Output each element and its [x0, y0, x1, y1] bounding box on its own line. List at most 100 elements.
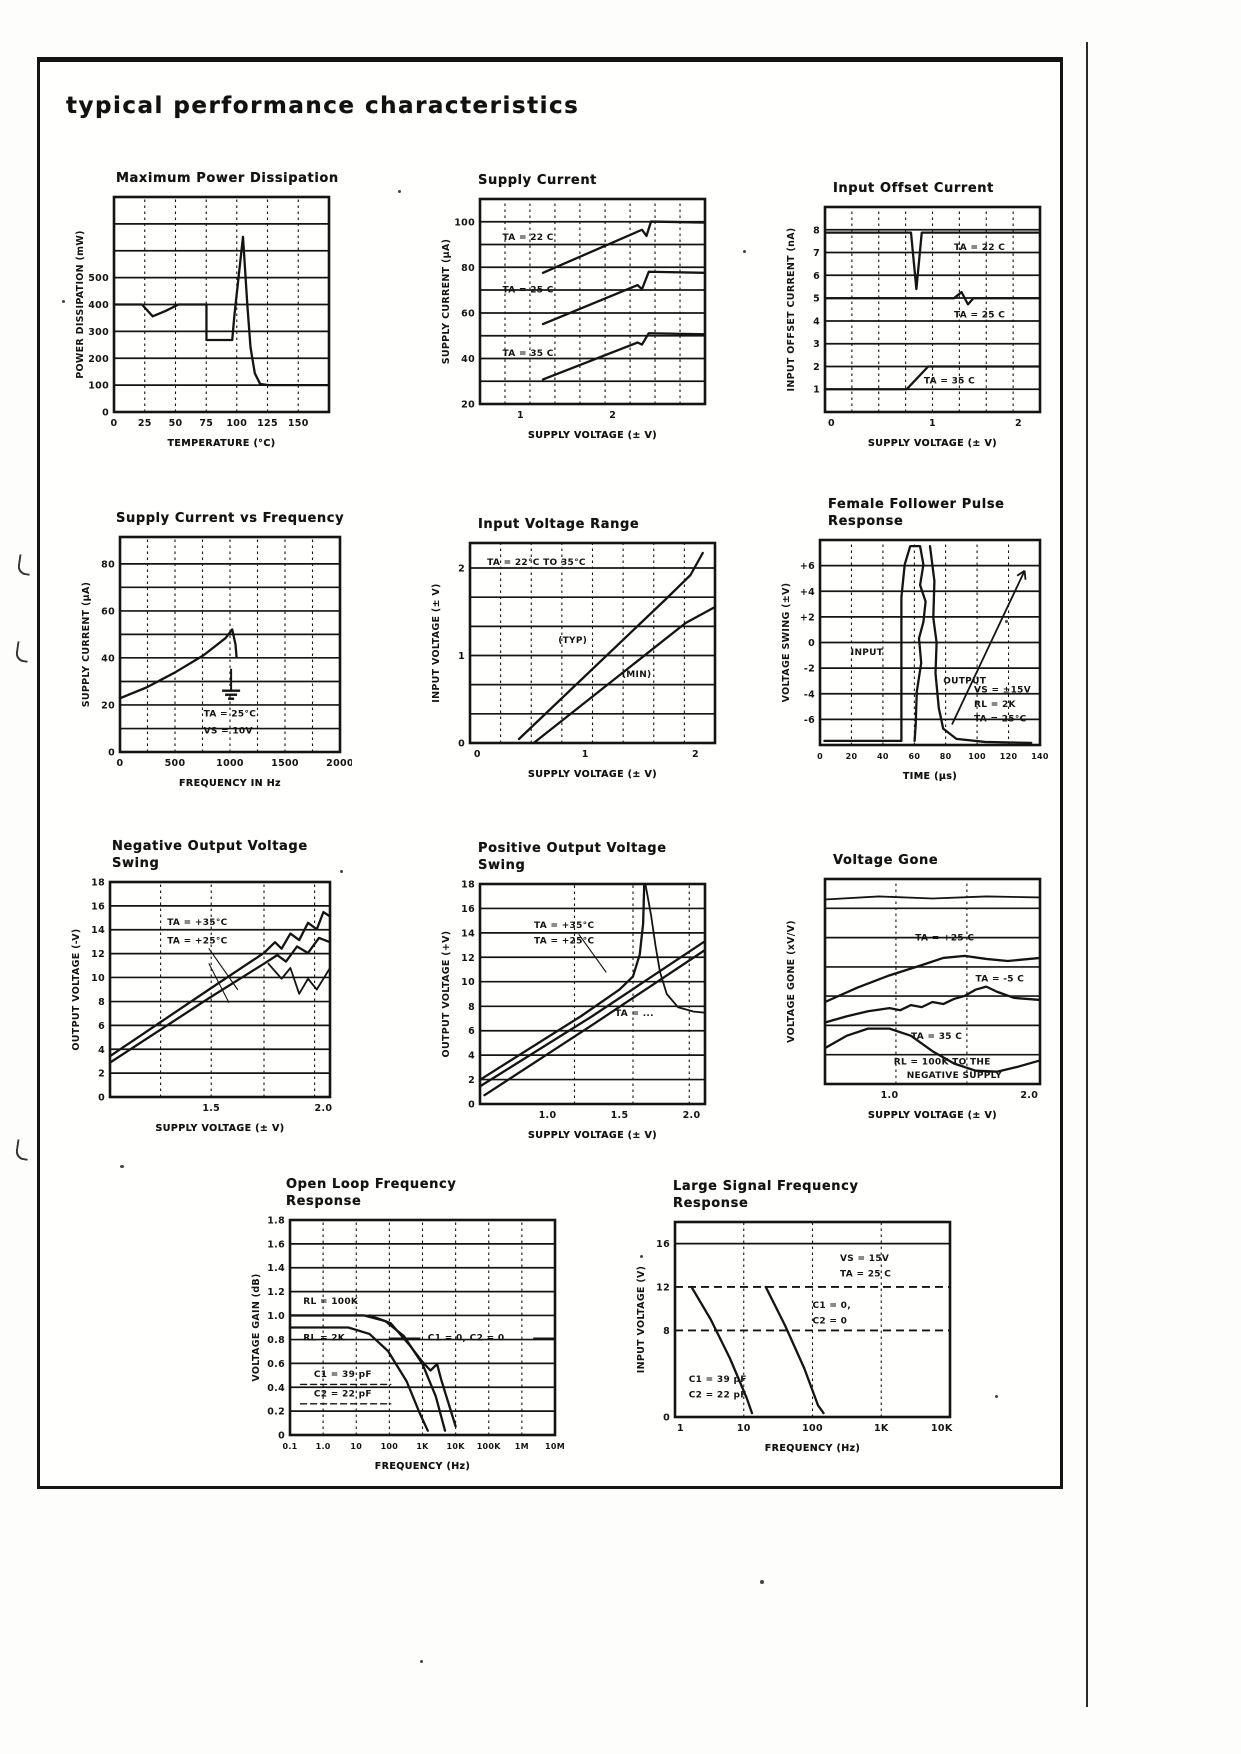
svg-text:TA = 25 C: TA = 25 C [954, 311, 1005, 321]
scan-artifact [340, 870, 343, 873]
svg-text:C1 = 39 pF: C1 = 39 pF [689, 1375, 747, 1385]
svg-text:RL = 2K: RL = 2K [303, 1333, 346, 1343]
svg-text:1500: 1500 [271, 758, 299, 769]
svg-text:2: 2 [609, 410, 616, 421]
svg-text:4: 4 [468, 1051, 475, 1062]
page-edge-artifact [1086, 42, 1088, 1707]
svg-text:RL = 100K TO THE: RL = 100K TO THE [894, 1058, 991, 1068]
svg-text:C1 = 39 pF: C1 = 39 pF [314, 1370, 372, 1380]
svg-text:0: 0 [474, 749, 481, 760]
svg-text:-6: -6 [804, 715, 815, 726]
svg-text:100: 100 [454, 217, 475, 228]
svg-text:0.8: 0.8 [267, 1335, 285, 1346]
svg-text:2000: 2000 [326, 758, 352, 769]
scan-artifact [14, 1139, 31, 1161]
chart-title: Large Signal Frequency Response [673, 1179, 859, 1211]
svg-text:0: 0 [817, 752, 823, 761]
svg-text:0: 0 [117, 758, 124, 769]
svg-text:140: 140 [1031, 752, 1049, 761]
svg-text:10M: 10M [545, 1442, 565, 1451]
x-axis-label: SUPPLY VOLTAGE (± V) [868, 1110, 997, 1121]
svg-text:40: 40 [101, 653, 115, 664]
svg-text:0: 0 [102, 408, 109, 419]
svg-text:120: 120 [1000, 752, 1018, 761]
open-loop-frequency-response-plot: 1.8 1.6 1.4 1.2 1.0 0.8 0.6 0.4 0.2 0 0.1 1.0 10 100 1… [248, 1210, 567, 1461]
svg-text:1.0: 1.0 [267, 1311, 285, 1322]
svg-text:1: 1 [677, 1423, 684, 1434]
svg-text:1M: 1M [515, 1442, 529, 1451]
svg-text:80: 80 [461, 263, 475, 274]
svg-text:40: 40 [461, 354, 475, 365]
chart-voltage-gain: Voltage Gone 1.0 2.0 VOLTAGE GONE (xV/V) TA… [783, 852, 1052, 1121]
svg-text:60: 60 [101, 606, 115, 617]
chart-title: Negative Output Voltage Swing [112, 839, 308, 871]
svg-text:8: 8 [98, 997, 105, 1008]
svg-text:-4: -4 [804, 689, 815, 700]
svg-text:125: 125 [257, 418, 278, 429]
svg-text:1.5: 1.5 [202, 1103, 220, 1114]
svg-text:10K: 10K [447, 1442, 466, 1451]
svg-text:TA = 22°C TO 35°C: TA = 22°C TO 35°C [487, 558, 586, 568]
scan-artifact [640, 1255, 643, 1258]
svg-text:0: 0 [108, 748, 115, 759]
svg-text:OUTPUT VOLTAGE (+V): OUTPUT VOLTAGE (+V) [441, 931, 452, 1058]
svg-text:VS = 15V: VS = 15V [840, 1254, 889, 1264]
svg-text:VS = ±15V: VS = ±15V [974, 686, 1031, 696]
svg-text:SUPPLY CURRENT (µA): SUPPLY CURRENT (µA) [441, 239, 452, 365]
svg-text:TA = 35 C: TA = 35 C [924, 376, 975, 386]
svg-text:NEGATIVE SUPPLY: NEGATIVE SUPPLY [907, 1071, 1003, 1081]
svg-text:C2 = 22 pF: C2 = 22 pF [689, 1391, 747, 1401]
svg-text:0: 0 [278, 1431, 285, 1442]
svg-text:(MIN): (MIN) [622, 670, 652, 680]
svg-text:0: 0 [111, 418, 118, 429]
x-axis-label: TEMPERATURE (°C) [167, 438, 276, 449]
svg-text:16: 16 [656, 1239, 670, 1250]
svg-text:1.2: 1.2 [267, 1287, 285, 1298]
x-axis-label: FREQUENCY (Hz) [374, 1461, 471, 1472]
svg-text:1: 1 [582, 749, 589, 760]
svg-text:100: 100 [968, 752, 986, 761]
svg-text:400: 400 [88, 300, 109, 311]
svg-text:10: 10 [461, 977, 475, 988]
svg-text:150: 150 [288, 418, 309, 429]
scan-artifact [120, 1165, 124, 1168]
scan-artifact [743, 250, 746, 253]
svg-text:2: 2 [1015, 418, 1022, 429]
svg-text:5: 5 [813, 294, 820, 305]
svg-text:SUPPLY CURRENT (µA): SUPPLY CURRENT (µA) [81, 582, 92, 708]
chart-maximum-power-dissipation: Maximum Power Dissipation 0 100 200 300 400 5… [72, 170, 341, 449]
svg-text:10: 10 [737, 1423, 751, 1434]
maximum-power-dissipation-plot: 0 100 200 300 400 500 0 25 50 75 100 125 150 POWER DI… [72, 187, 341, 438]
svg-text:-2: -2 [804, 664, 815, 675]
page-title: typical performance characteristics [66, 93, 580, 120]
svg-text:1: 1 [517, 410, 524, 421]
chart-title: Voltage Gone [833, 853, 939, 868]
svg-text:7: 7 [813, 248, 820, 259]
svg-text:OUTPUT VOLTAGE (-V): OUTPUT VOLTAGE (-V) [71, 928, 82, 1050]
svg-text:+2: +2 [800, 612, 815, 623]
x-axis-label: SUPPLY VOLTAGE (± V) [528, 430, 657, 441]
svg-text:1.4: 1.4 [267, 1263, 285, 1274]
svg-text:0.6: 0.6 [267, 1359, 285, 1370]
scan-artifact [14, 641, 31, 663]
svg-text:TA = 25 C: TA = 25 C [503, 285, 554, 295]
x-axis-label: SUPPLY VOLTAGE (± V) [528, 1130, 657, 1141]
svg-text:2: 2 [468, 1075, 475, 1086]
svg-text:1: 1 [813, 385, 820, 396]
svg-text:TA = 22 C: TA = 22 C [503, 233, 554, 243]
svg-text:2: 2 [813, 362, 820, 373]
svg-text:INPUT VOLTAGE (± V): INPUT VOLTAGE (± V) [431, 583, 442, 702]
svg-text:0: 0 [808, 638, 815, 649]
svg-text:10: 10 [91, 973, 105, 984]
large-signal-frequency-response-plot: 16 12 8 0 1 10 100 1K 10K INPUT VOLTAGE (V) VS = 1… [633, 1212, 962, 1443]
chart-title: Input Voltage Range [478, 517, 640, 532]
svg-text:4: 4 [98, 1045, 105, 1056]
svg-text:2.0: 2.0 [1020, 1090, 1038, 1101]
scan-artifact [995, 1395, 998, 1398]
svg-text:40: 40 [877, 752, 889, 761]
svg-text:C1 = 0,: C1 = 0, [813, 1301, 851, 1311]
svg-text:500: 500 [88, 273, 109, 284]
svg-text:1K: 1K [416, 1442, 429, 1451]
svg-text:200: 200 [88, 354, 109, 365]
svg-text:20: 20 [846, 752, 858, 761]
